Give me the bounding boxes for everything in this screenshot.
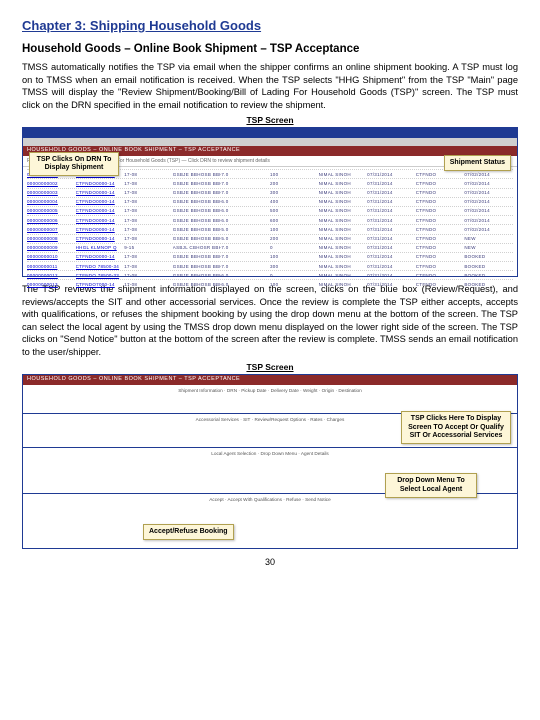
shipment-table: 00000000001CTFNDO0000-1417-08GSBJE BBHOS… — [23, 167, 517, 290]
table-row: 00000000003CTFNDO0000-1417-08GSBJE BBHOS… — [27, 188, 513, 197]
page-number: 30 — [22, 557, 518, 567]
section-title: Household Goods – Online Book Shipment –… — [22, 43, 518, 55]
caption-1: TSP Screen — [22, 115, 518, 125]
callout-dropdown-agent: Drop Down Menu To Select Local Agent — [385, 473, 477, 497]
table-row: 00000000006CTFNDO0000-1417-08GSBJE BBHOS… — [27, 215, 513, 224]
screenshot2-header: HOUSEHOLD GOODS – ONLINE BOOK SHIPMENT –… — [23, 375, 517, 385]
table-row: 00000000008CTFNDO0000-1417-08GSBJE BBHOS… — [27, 234, 513, 243]
screenshot-top-bar — [23, 128, 517, 138]
table-row: 00000000007CTFNDO0000-1417-08GSBJE BBHOS… — [27, 224, 513, 233]
table-row: 00000000009HHGL KLMNOP Q9-15ASBJL CBHOSR… — [27, 243, 513, 252]
form-block-accept: Accept · Accept With Qualifications · Re… — [23, 493, 517, 529]
table-row: 00000000012CTFNDO 78500-3317-08GSBJE BBH… — [27, 270, 513, 279]
tsp-screenshot-2: HOUSEHOLD GOODS – ONLINE BOOK SHIPMENT –… — [22, 374, 518, 549]
paragraph-2: The TSP reviews the shipment information… — [22, 283, 518, 358]
callout-display-screen: TSP Clicks Here To Display Screen TO Acc… — [401, 411, 511, 443]
table-row: 00000000011CTFNDO 78500-3417-08GSBJE BBH… — [27, 261, 513, 270]
screenshot-nav-bar — [23, 138, 517, 146]
table-row: 00000000013CTFNDO7000-1417-08GSBJE BBHOS… — [27, 279, 513, 288]
form-block-shipment-info: Shipment Information · DRN · Pickup Date… — [23, 385, 517, 413]
caption-2: TSP Screen — [22, 362, 518, 372]
callout-drn: TSP Clicks On DRN To Display Shipment — [29, 152, 119, 176]
table-row: 00000000005CTFNDO0000-1417-08GSBJE BBHOS… — [27, 206, 513, 215]
callout-shipment-status: Shipment Status — [444, 155, 511, 171]
paragraph-1: TMSS automatically notifies the TSP via … — [22, 61, 518, 111]
chapter-title: Chapter 3: Shipping Household Goods — [22, 18, 518, 33]
tsp-screenshot-1: HOUSEHOLD GOODS – ONLINE BOOK SHIPMENT –… — [22, 127, 518, 277]
callout-accept-refuse: Accept/Refuse Booking — [143, 524, 234, 540]
table-row: 00000000010CTFNDO0000-1417-08GSBJE BBHOS… — [27, 252, 513, 261]
table-row: 00000000004CTFNDO0000-1417-08GSBJE BBHOS… — [27, 197, 513, 206]
table-row: 00000000002CTFNDO0000-1417-08GSBJE BBHOS… — [27, 178, 513, 187]
